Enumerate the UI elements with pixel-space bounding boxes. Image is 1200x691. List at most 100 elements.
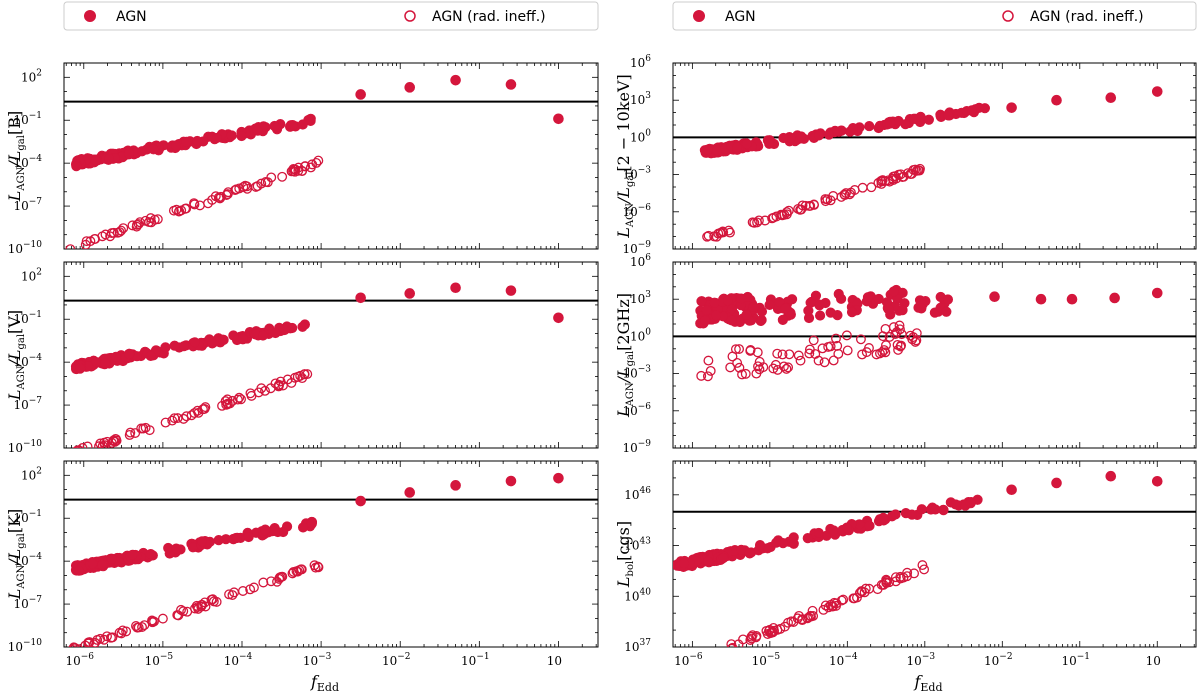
- agn-point: [207, 338, 218, 349]
- agn-rad-ineff-point: [137, 622, 147, 633]
- agn-rad-ineff-point: [111, 435, 122, 446]
- agn-point: [736, 293, 747, 304]
- agn-point: [306, 518, 317, 529]
- agn-rad-ineff-point: [190, 603, 200, 614]
- agn-point: [236, 130, 247, 142]
- agn-point: [243, 531, 254, 543]
- agn-rad-ineff-point: [83, 637, 94, 647]
- agn-rad-ineff-point: [117, 625, 128, 636]
- agn-rad-ineff-point: [221, 190, 232, 201]
- agn-rad-ineff-point: [292, 566, 303, 577]
- agn-rad-ineff-point: [725, 227, 735, 238]
- agn-point: [771, 537, 782, 548]
- agn-point: [764, 138, 775, 149]
- agn-point: [252, 125, 263, 136]
- agn-point: [237, 333, 248, 344]
- x-tick-label: 10−4: [829, 652, 858, 668]
- agn-rad-ineff-point: [300, 161, 311, 172]
- agn-point: [823, 129, 835, 140]
- agn-point: [297, 321, 308, 332]
- agn-point: [297, 119, 308, 130]
- agn-point: [145, 548, 156, 560]
- agn-point: [450, 480, 461, 491]
- agn-point: [726, 304, 738, 315]
- y-tick-label: 100: [630, 128, 651, 144]
- agn-rad-ineff-point: [702, 371, 713, 382]
- agn-point: [878, 512, 889, 523]
- agn-point: [1006, 484, 1017, 496]
- agn-rad-ineff-point: [274, 573, 285, 584]
- agn-point: [1151, 475, 1163, 487]
- agn-rad-ineff-point: [857, 182, 868, 193]
- agn-rad-ineff-point: [70, 643, 80, 647]
- y-tick-label: 102: [21, 68, 42, 84]
- agn-rad-ineff-point: [176, 604, 186, 615]
- x-tick-label: 10−6: [65, 652, 94, 668]
- agn-rad-ineff-point: [772, 624, 783, 635]
- y-axis-label: Lbol[cgs]: [614, 521, 636, 588]
- agn-point: [711, 310, 722, 321]
- agn-rad-ineff-point: [705, 365, 716, 376]
- agn-rad-ineff-point: [845, 187, 856, 198]
- agn-point: [1151, 86, 1163, 97]
- plot-frame: [672, 460, 1197, 648]
- agn-rad-ineff-point: [277, 571, 288, 582]
- agn-point: [780, 303, 791, 314]
- legend-filled-marker: [693, 10, 705, 22]
- agn-rad-ineff-point: [200, 402, 211, 413]
- agn-rad-ineff-point: [181, 411, 192, 422]
- agn-rad-ineff-point: [68, 644, 77, 647]
- agn-rad-ineff-point: [248, 582, 259, 593]
- agn-point: [260, 524, 271, 535]
- agn-rad-ineff-point: [293, 162, 304, 173]
- agn-rad-ineff-point: [737, 369, 747, 380]
- agn-rad-ineff-point: [227, 590, 238, 600]
- agn-rad-ineff-point: [839, 189, 850, 200]
- agn-rad-ineff-point: [911, 328, 922, 339]
- agn-rad-ineff-point: [910, 164, 921, 175]
- agn-point: [711, 145, 723, 156]
- agn-point: [1035, 293, 1047, 305]
- agn-rad-ineff-point: [127, 220, 138, 231]
- agn-point: [71, 161, 82, 172]
- agn-point: [505, 79, 517, 90]
- agn-rad-ineff-point: [97, 440, 108, 448]
- x-tick-label: 10−6: [674, 652, 703, 668]
- agn-rad-ineff-point: [180, 203, 191, 214]
- agn-rad-ineff-point: [72, 447, 75, 448]
- agn-rad-ineff-point: [160, 417, 171, 428]
- agn-point: [257, 330, 269, 341]
- x-tick-label: 10−4: [224, 652, 253, 668]
- agn-rad-ineff-point: [810, 349, 821, 359]
- agn-rad-ineff-point: [902, 567, 913, 578]
- agn-rad-ineff-point: [786, 616, 797, 627]
- agn-rad-ineff-point: [65, 244, 76, 249]
- agn-rad-ineff-point: [793, 350, 804, 361]
- y-tick-label: 106: [630, 253, 651, 269]
- agn-rad-ineff-point: [114, 227, 125, 238]
- agn-rad-ineff-point: [766, 627, 777, 638]
- agn-point: [505, 475, 517, 487]
- agn-point: [287, 119, 298, 131]
- x-tick-label: 10−3: [303, 652, 332, 668]
- agn-rad-ineff-point: [876, 176, 887, 187]
- agn-rad-ineff-point: [751, 368, 762, 379]
- agn-point: [232, 532, 243, 543]
- agn-rad-ineff-point: [881, 578, 892, 588]
- agn-rad-ineff-point: [732, 357, 743, 368]
- agn-rad-ineff-point: [139, 620, 150, 631]
- agn-point: [744, 548, 755, 559]
- panel-Bol: 10−6 10−5 10−4 10−3 10−2 10−1 10 fEdd 1037 1040 10…: [614, 460, 1197, 691]
- x-tick-label: 10−2: [382, 652, 411, 668]
- legend-frame: [672, 1, 1197, 31]
- x-tick-label: 10−1: [461, 652, 490, 668]
- data-points: [699, 86, 1163, 242]
- data-points: [673, 470, 1163, 647]
- agn-point: [160, 342, 171, 353]
- agn-rad-ineff-point: [200, 601, 211, 612]
- agn-point: [882, 119, 893, 130]
- agn-point: [841, 522, 853, 533]
- agn-rad-ineff-point: [884, 331, 895, 342]
- agn-point: [127, 549, 138, 560]
- agn-point: [1105, 92, 1117, 104]
